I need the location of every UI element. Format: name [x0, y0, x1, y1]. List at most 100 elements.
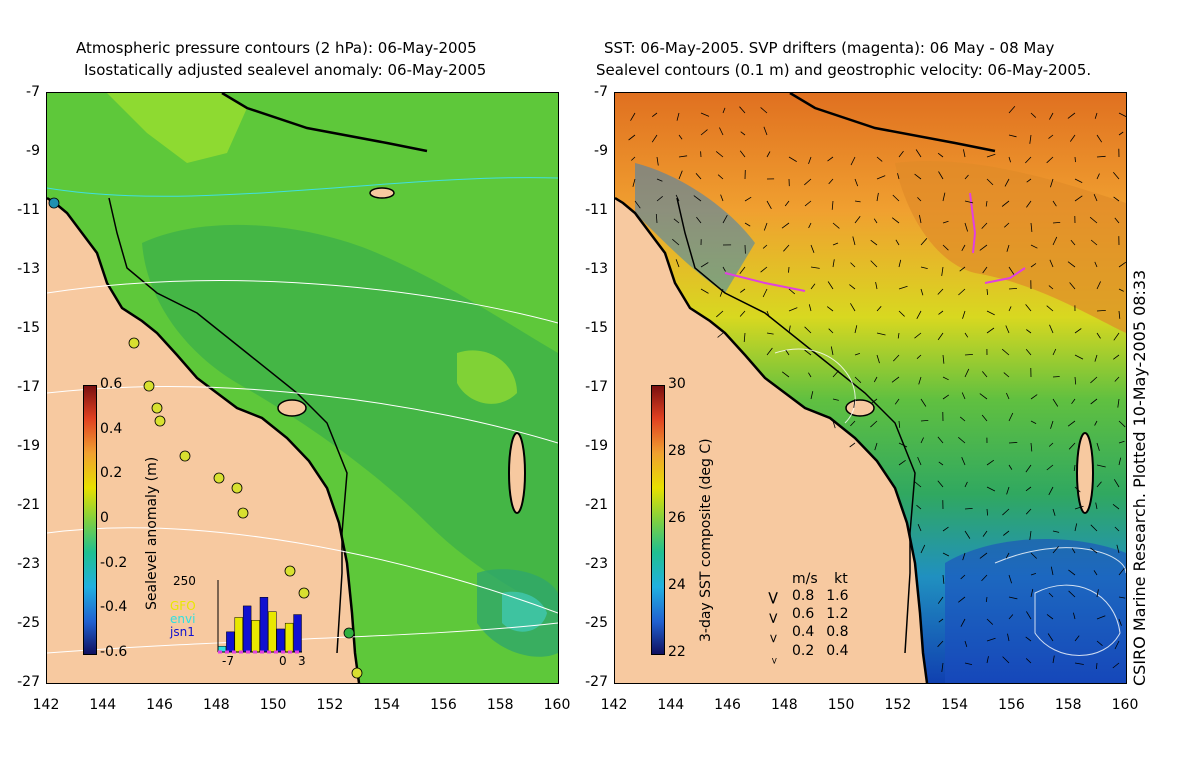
velocity-arrow [898, 442, 908, 448]
velocity-arrow [1074, 635, 1080, 642]
velocity-arrow [675, 194, 680, 202]
sla-cyan-anomaly [502, 591, 547, 632]
right-png-coast [789, 93, 996, 153]
velocity-arrow [678, 170, 683, 180]
vel-legend-row: >0.4 0.8 [762, 623, 849, 644]
velocity-arrow [1068, 569, 1076, 576]
velocity-arrow [1096, 155, 1106, 158]
velocity-arrow [964, 481, 968, 488]
velocity-arrow [937, 152, 944, 158]
inset-bar [293, 614, 302, 653]
velocity-arrow [695, 173, 702, 180]
y-tick-label: -7 [594, 84, 608, 100]
velocity-arrow [876, 354, 880, 364]
island [1076, 432, 1094, 514]
velocity-arrow [986, 310, 995, 316]
velocity-arrow [1118, 440, 1125, 444]
y-tick-label: -27 [585, 674, 608, 690]
velocity-arrow [656, 178, 663, 182]
velocity-arrow [1071, 398, 1076, 405]
velocity-arrow [1112, 171, 1120, 180]
velocity-arrow [1002, 508, 1010, 516]
vel-kt-value: 0.8 [826, 624, 849, 640]
pressure-contour [47, 386, 558, 444]
velocity-arrow [942, 552, 950, 557]
velocity-arrow [870, 260, 878, 268]
velocity-arrow [937, 288, 944, 295]
velocity-arrow [739, 310, 746, 317]
x-tick-label: 146 [714, 697, 741, 713]
x-tick-label: 142 [600, 697, 628, 713]
velocity-arrow [962, 310, 966, 319]
velocity-arrow [1048, 442, 1054, 447]
velocity-arrows [628, 105, 1126, 672]
velocity-arrow [1096, 332, 1101, 339]
velocity-arrow [1074, 376, 1077, 385]
x-tick-label: 144 [89, 697, 117, 713]
y-tick-label: -9 [26, 143, 40, 159]
velocity-arrow [1001, 348, 1010, 356]
inset-bar [226, 631, 235, 653]
velocity-arrow [1052, 236, 1058, 246]
velocity-arrow [781, 371, 790, 378]
vel-kt-value: 1.2 [826, 606, 849, 622]
velocity-arrow [1113, 479, 1120, 488]
velocity-arrow [962, 552, 966, 561]
velocity-arrow [1008, 156, 1011, 163]
velocity-arrow [1030, 394, 1038, 400]
velocity-arrow [986, 656, 989, 664]
legend-jsn1: jsn1 [170, 625, 195, 639]
legend-gfo: GFO [170, 599, 196, 613]
y-tick-label: -21 [585, 497, 608, 513]
velocity-arrow [1026, 329, 1032, 334]
velocity-arrow [762, 288, 768, 298]
velocity-arrow [891, 217, 900, 224]
sealevel-contour [774, 348, 856, 424]
velocity-arrow [1006, 486, 1010, 495]
velocity-arrow [678, 134, 683, 140]
velocity-arrow [1113, 354, 1120, 360]
velocity-arrow [986, 637, 996, 642]
velocity-arrow [832, 398, 839, 401]
pressure-contour [47, 177, 558, 197]
y-tick-label: -19 [17, 438, 40, 454]
velocity-arrow [876, 175, 886, 180]
velocity-arrow [942, 394, 950, 400]
velocity-arrow [986, 618, 994, 625]
velocity-arrow [1006, 244, 1010, 252]
velocity-arrow [1074, 156, 1076, 163]
velocity-arrow [788, 325, 791, 334]
velocity-arrow [981, 574, 988, 582]
velocity-arrow [1118, 261, 1126, 268]
legend-envi: envi [170, 612, 196, 626]
velocity-arrow [766, 347, 773, 356]
left-png-coast [221, 93, 428, 153]
velocity-arrow [918, 376, 922, 385]
velocity-arrow [804, 178, 812, 186]
velocity-arrow [1118, 288, 1124, 292]
velocity-arrow [1112, 662, 1120, 669]
velocity-arrow [1050, 420, 1054, 429]
velocity-arrow [1114, 640, 1120, 650]
velocity-arrow [941, 266, 944, 276]
left-title-line2: Isostatically adjusted sealevel anomaly:… [84, 61, 487, 79]
right-map [614, 92, 1127, 684]
velocity-arrow [700, 288, 709, 294]
left-shelf-edge [108, 197, 348, 654]
velocity-arrow [876, 332, 886, 336]
velocity-arrow [873, 218, 878, 224]
vel-ms-value: 0.6 [792, 606, 815, 622]
velocity-arrow [982, 530, 988, 537]
velocity-arrow [850, 303, 856, 312]
velocity-arrow [1049, 324, 1054, 334]
pressure-contour [47, 622, 558, 654]
tide-gauges [48, 197, 363, 679]
velocity-arrow [656, 195, 663, 202]
velocity-arrow [1090, 376, 1098, 384]
velocity-arrow [1005, 325, 1010, 334]
velocity-arrow [961, 392, 966, 400]
velocity-arrow [1052, 508, 1056, 516]
velocity-arrow [766, 200, 772, 209]
y-tick-label: -25 [17, 615, 40, 631]
velocity-arrow [788, 288, 796, 295]
